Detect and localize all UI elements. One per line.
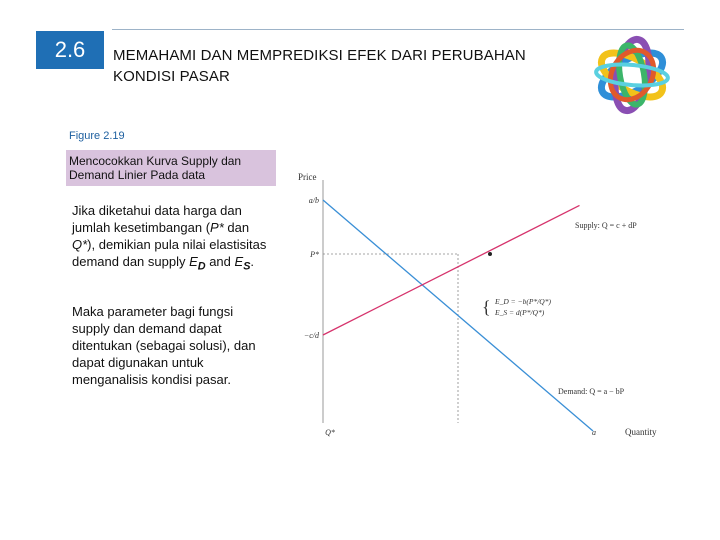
x-tick-label: Q* [325,428,335,437]
equilibrium-point [488,252,492,256]
y-tick-label: P* [309,250,319,259]
slide-title: MEMAHAMI DAN MEMPREDIKSI EFEK DARI PERUB… [113,47,526,85]
paragraph-equilibrium-data: Jika diketahui data harga dan jumlah kes… [72,203,267,273]
header-rule [112,29,684,30]
elasticity-demand-label: E_D = −b(P*/Q*) [494,297,551,306]
demand-series-label: Demand: Q = a − bP [558,387,625,396]
y-axis-label: Price [298,172,317,182]
x-axis-label: Quantity [625,427,657,437]
elasticity-brace: { [482,297,491,317]
demand-line [322,199,594,432]
y-tick-label: −c/d [304,331,320,340]
paragraph-parameters: Maka parameter bagi fungsi supply dan de… [72,304,256,387]
supply-demand-chart: Price Quantity a/b P* −c/d Q* a Supply: Q = c +… [298,172,657,437]
supply-series-label: Supply: Q = c + dP [575,221,637,230]
figure-caption: Mencocokkan Kurva Supply dan Demand Lini… [66,150,276,186]
y-tick-label: a/b [309,196,319,205]
section-number-badge: 2.6 [36,31,104,69]
ring-knot-logo-icon [594,35,670,115]
elasticity-supply-label: E_S = d(P*/Q*) [494,308,545,317]
supply-line [322,204,580,336]
figure-label: Figure 2.19 [69,130,125,142]
x-tick-label: a [592,428,596,437]
